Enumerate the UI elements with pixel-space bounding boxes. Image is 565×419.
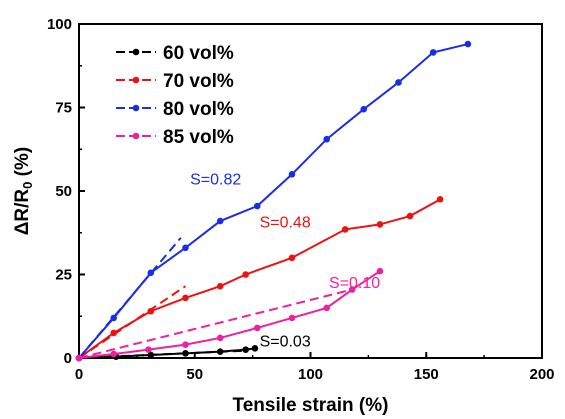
data-point [75,354,83,362]
data-point [182,294,189,302]
data-point [251,345,259,352]
data-point [182,350,189,357]
series-group [75,40,472,362]
x-tick-label: 200 [529,366,554,383]
y-tick-label: 0 [64,350,72,367]
data-point [147,307,155,315]
x-tick-label: 50 [186,366,203,383]
legend-marker [132,48,140,56]
data-point [376,267,384,275]
y-axis-title-main: ΔR/R [12,189,33,236]
data-point [147,269,155,277]
data-point [216,217,224,225]
slope-annotation: S=0.48 [260,215,311,232]
x-tick-label: 150 [414,366,439,383]
data-point [348,286,356,293]
legend-marker [132,132,140,140]
plot-frame [78,23,543,359]
fit-lines [78,237,353,359]
data-point [360,105,368,113]
data-point [182,244,189,252]
legend-marker [132,104,140,112]
slope-annotation: S=0.03 [260,333,311,350]
data-point [323,304,331,312]
data-point [242,346,249,353]
legend-label: 85 vol% [163,127,234,148]
data-point [147,351,155,359]
data-point [288,171,296,178]
data-point [464,40,472,48]
data-point [395,79,402,86]
y-axis-title: ΔR/R0 (%) [12,147,35,235]
data-point [436,196,444,203]
data-point [216,348,224,355]
data-point [110,314,118,322]
fit-line [78,288,353,359]
data-point [242,271,249,278]
legend-label: 60 vol% [163,43,234,64]
data-point [288,254,296,262]
data-point [376,221,384,228]
data-point [145,346,152,353]
legend-label: 80 vol% [163,99,234,120]
y-axis-title-sub: 0 [20,182,35,189]
slope-annotation: S=0.82 [190,171,241,188]
legend: 60 vol% 70 vol% 80 vol% 85 vol% [116,43,234,148]
data-point [110,350,118,358]
data-point [110,329,118,337]
data-point [216,334,224,342]
data-point [429,49,437,56]
axes: 0 50 100 150 200 0 25 50 75 100 [47,16,555,383]
x-tick-label: 0 [75,366,83,383]
x-axis-title: Tensile strain (%) [233,395,389,416]
y-axis-title-unit: (%) [12,147,33,182]
slope-annotation: S=0.10 [329,275,380,292]
y-tick-label: 25 [55,267,72,284]
y-tick-label: 75 [55,100,72,117]
data-point [288,314,296,322]
data-point [253,202,261,210]
y-tick-label: 100 [47,16,72,33]
data-point [182,341,189,348]
series-line [78,270,381,359]
series-line [78,43,469,359]
data-point [406,212,414,220]
data-point [323,135,331,143]
data-point [253,324,261,332]
data-point [341,226,349,233]
annotations: S=0.03 S=0.48 S=0.82 S=0.10 [190,171,380,350]
legend-marker [132,76,140,84]
data-point [216,282,224,290]
y-tick-label: 50 [55,183,72,200]
legend-label: 70 vol% [163,71,234,92]
x-tick-label: 100 [298,366,323,383]
